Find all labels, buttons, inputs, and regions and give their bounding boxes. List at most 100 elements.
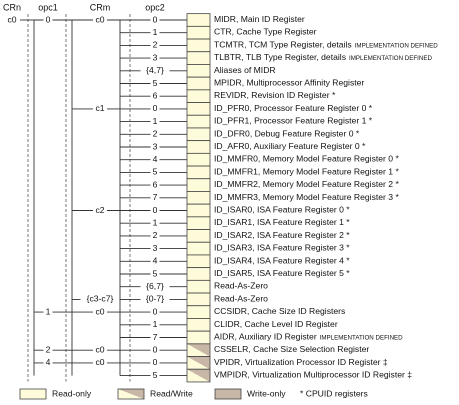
label-bg bbox=[150, 116, 160, 127]
opc2-label: 1 bbox=[153, 116, 158, 126]
label-bg bbox=[150, 180, 160, 191]
register-name: ID_ISAR5, ISA Feature Register 5 * bbox=[214, 268, 350, 278]
register-name: CSSELR, Cache Size Selection Register bbox=[214, 344, 369, 354]
label-bg bbox=[150, 243, 160, 254]
register-name: ID_ISAR1, ISA Feature Register 1 * bbox=[214, 217, 350, 227]
crm-label: c1 bbox=[95, 103, 104, 113]
register-text: ID_AFR0, Auxiliary Feature Register 0 * bbox=[214, 141, 366, 151]
register-name: AIDR, Auxiliary ID Register IMPLEMENTATIO… bbox=[214, 332, 403, 342]
register-box bbox=[186, 102, 211, 116]
opc2-label: 3 bbox=[153, 52, 158, 62]
label-bg bbox=[43, 345, 53, 356]
label-bg bbox=[150, 230, 160, 241]
crm-label: c0 bbox=[95, 344, 104, 354]
opc2-label: 4 bbox=[153, 154, 158, 164]
opc2-label: 5 bbox=[153, 167, 158, 177]
register-box bbox=[186, 330, 211, 345]
register-text: CLIDR, Cache Level ID Register bbox=[214, 319, 338, 329]
label-bg bbox=[150, 256, 160, 267]
register-text: ID_MMFR1, Memory Model Feature Register … bbox=[214, 167, 399, 177]
register-name: Aliases of MIDR bbox=[214, 65, 276, 75]
register-note: IMPLEMENTATION DEFINED bbox=[320, 334, 403, 341]
legend-swatch bbox=[214, 388, 242, 400]
register-text: ID_ISAR1, ISA Feature Register 1 * bbox=[214, 217, 350, 227]
register-box bbox=[186, 114, 211, 129]
register-text: VMPIDR, Virtualization Multiprocessor ID… bbox=[214, 370, 412, 380]
crm-label: c2 bbox=[95, 205, 104, 215]
label-bg bbox=[93, 103, 107, 114]
register-name: ID_ISAR3, ISA Feature Register 3 * bbox=[214, 243, 350, 253]
opc2-label: 0 bbox=[153, 205, 158, 215]
register-box bbox=[186, 356, 211, 370]
register-text: ID_ISAR0, ISA Feature Register 0 * bbox=[214, 205, 350, 215]
register-text: CSSELR, Cache Size Selection Register bbox=[214, 344, 369, 354]
opc2-label: {6,7} bbox=[146, 281, 164, 291]
legend-swatch bbox=[19, 388, 47, 400]
label-bg bbox=[150, 53, 160, 64]
register-name: ID_DFR0, Debug Feature Register 0 * bbox=[214, 129, 360, 139]
register-box bbox=[186, 140, 211, 154]
opc2-label: 3 bbox=[153, 141, 158, 151]
opc2-label: {4,7} bbox=[146, 65, 164, 75]
register-box bbox=[186, 254, 211, 269]
register-box bbox=[186, 51, 211, 65]
register-box bbox=[186, 38, 211, 53]
register-box bbox=[186, 216, 211, 230]
label-bg bbox=[93, 357, 107, 368]
register-box bbox=[186, 152, 211, 167]
register-name: ID_ISAR4, ISA Feature Register 4 * bbox=[214, 256, 350, 266]
crm-label: c0 bbox=[95, 14, 104, 24]
register-text: ID_DFR0, Debug Feature Register 0 * bbox=[214, 129, 360, 139]
label-bg bbox=[150, 103, 160, 114]
register-box bbox=[186, 25, 211, 40]
opc2-label: 0 bbox=[153, 306, 158, 316]
legend-note: * CPUID registers bbox=[300, 388, 368, 398]
opc2-label: 2 bbox=[153, 40, 158, 50]
register-name: ID_PFR0, Processor Feature Register 0 * bbox=[214, 103, 373, 113]
label-bg bbox=[150, 345, 160, 356]
opc2-label: 1 bbox=[153, 27, 158, 37]
opc2-label: 5 bbox=[153, 370, 158, 380]
register-name: MPIDR, Multiprocessor Affinity Register bbox=[214, 78, 364, 88]
opc2-label: 7 bbox=[153, 192, 158, 202]
register-box bbox=[186, 368, 211, 383]
opc2-label: 1 bbox=[153, 319, 158, 329]
register-text: CTR, Cache Type Register bbox=[214, 27, 317, 37]
register-box bbox=[186, 13, 211, 27]
label-bg bbox=[150, 192, 160, 203]
label-bg bbox=[5, 15, 19, 25]
register-name: ID_MMFR3, Memory Model Feature Register … bbox=[214, 192, 399, 202]
opc2-label: 1 bbox=[153, 217, 158, 227]
label-bg bbox=[150, 15, 160, 25]
label-bg bbox=[150, 129, 160, 140]
register-box bbox=[186, 267, 211, 281]
label-bg bbox=[150, 307, 160, 318]
label-bg bbox=[140, 281, 170, 292]
opc2-label: 2 bbox=[153, 230, 158, 240]
register-text: Read-As-Zero bbox=[214, 281, 268, 291]
register-text: REVIDR, Revision ID Register * bbox=[214, 90, 336, 100]
register-text: TLBTR, TLB Type Register, details bbox=[214, 52, 346, 62]
crm-label: {c3-c7} bbox=[87, 294, 114, 304]
opc1-label: 4 bbox=[46, 357, 51, 367]
register-name: ID_ISAR0, ISA Feature Register 0 * bbox=[214, 205, 350, 215]
register-name: ID_AFR0, Auxiliary Feature Register 0 * bbox=[214, 141, 366, 151]
crn-label: c0 bbox=[7, 14, 16, 24]
register-text: ID_PFR1, Processor Feature Register 1 * bbox=[214, 116, 373, 126]
opc2-label: 3 bbox=[153, 243, 158, 253]
register-box bbox=[186, 305, 211, 319]
opc1-label: 2 bbox=[46, 344, 51, 354]
opc2-label: 2 bbox=[153, 129, 158, 139]
opc2-label: 0 bbox=[153, 14, 158, 24]
opc2-label: 0 bbox=[153, 357, 158, 367]
opc2-label: 6 bbox=[153, 90, 158, 100]
label-bg bbox=[43, 15, 53, 25]
register-box bbox=[186, 165, 211, 180]
label-bg bbox=[93, 345, 107, 356]
label-bg bbox=[150, 40, 160, 51]
opc2-label: 0 bbox=[153, 344, 158, 354]
register-text: VPIDR, Virtualization Processor ID Regis… bbox=[214, 357, 388, 367]
register-name: ID_MMFR0, Memory Model Feature Register … bbox=[214, 154, 399, 164]
label-bg bbox=[93, 307, 107, 318]
register-note: IMPLEMENTATION DEFINED bbox=[355, 42, 438, 49]
